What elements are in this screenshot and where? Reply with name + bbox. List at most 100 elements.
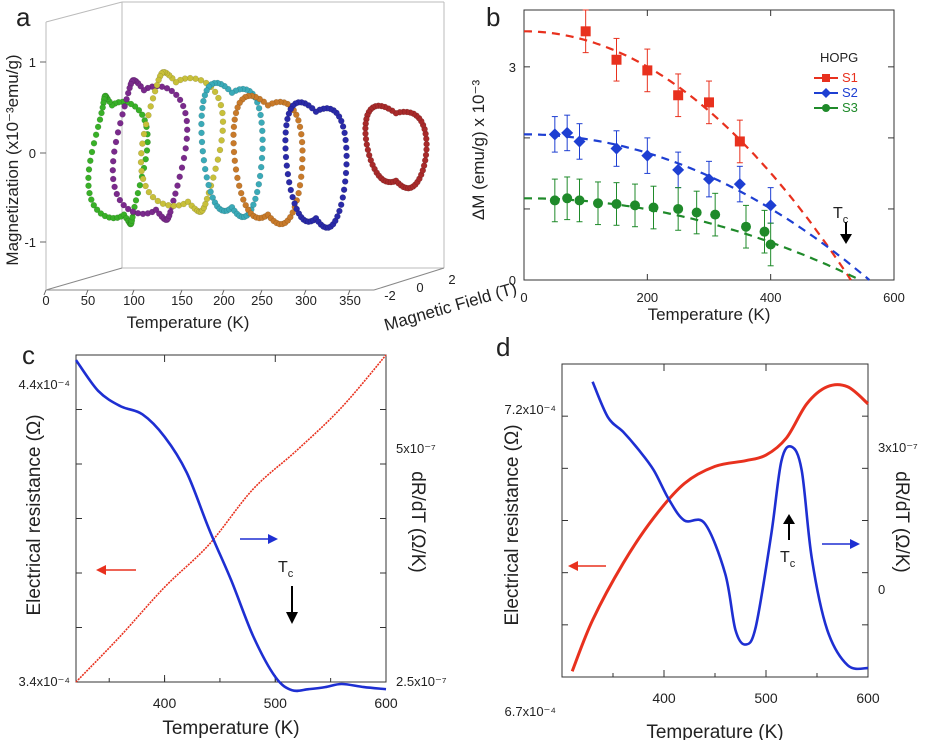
panel-a-x-tick-label: 200: [213, 293, 235, 308]
panel-a-loop-point: [298, 130, 305, 138]
panel-a-loop-point: [132, 197, 140, 204]
panel-a-x-tick-label: 50: [81, 293, 95, 308]
panel-a-loop-point: [295, 117, 302, 124]
panel-a-x-ticks: 0 50 100 150 200 250 300 350: [42, 289, 361, 308]
panel-b-point: [733, 178, 746, 191]
panel-a-loop-3: [137, 68, 227, 216]
panel-a-loop-point: [154, 197, 162, 205]
panel-b-legend-marker: [822, 74, 830, 82]
panel-a-loop-point: [203, 195, 211, 203]
panel-a-loop-point: [87, 157, 94, 165]
panel-a-loop-point: [200, 97, 207, 105]
panel-b-point: [630, 200, 640, 211]
panel-a-loop-point: [250, 201, 257, 208]
panel-a-loop-point: [286, 179, 293, 186]
panel-b-series-S1: [580, 9, 745, 164]
panel-a-loop-point: [341, 129, 348, 137]
panel-a-loop-point: [112, 138, 120, 146]
panel-a-loop-point: [183, 135, 191, 143]
panel-b-point: [548, 128, 561, 141]
panel-a-loop-point: [219, 127, 226, 135]
panel-a-loop-point: [198, 112, 205, 119]
panel-a-loop-point: [240, 196, 247, 203]
panel-b-point: [610, 142, 623, 155]
panel-a-loop-point: [207, 188, 214, 196]
panel-c-lines: [74, 354, 387, 693]
panel-a-loop-point: [362, 135, 370, 143]
panel-a-loop-point: [298, 173, 305, 180]
panel-a-loop-point: [88, 196, 95, 203]
panel-a-loop-point: [111, 148, 118, 155]
panel-d-y-label: Electrical resistance (Ω): [502, 424, 523, 625]
panel-a-loop-point: [201, 92, 209, 99]
panel-a-loop-point: [258, 154, 266, 162]
panel-a-loop-point: [231, 116, 238, 123]
panel-a-loop-point: [85, 174, 92, 182]
panel-b-point: [593, 198, 603, 209]
panel-a-loop-point: [203, 174, 211, 181]
panel-a-loop-point: [86, 189, 93, 197]
panel-c-y2-tick-label: 2.5x10⁻⁷: [396, 674, 447, 689]
panel-a-loop-point: [145, 188, 153, 196]
panel-b-series-S3: [549, 176, 776, 267]
panel-a-y-tick-label: 0: [29, 146, 36, 161]
panel-a-x-tick-mark: [347, 289, 351, 296]
panel-a-loop-point: [343, 161, 350, 168]
panel-a-loop-point: [289, 209, 296, 216]
panel-a-loop-point: [340, 186, 348, 193]
panel-a-loop-point: [284, 170, 292, 178]
panel-a-loop-point: [230, 140, 237, 147]
panel-a-loop-2: [109, 76, 191, 224]
panel-a-z-tick-label: 2: [448, 272, 455, 287]
panel-a-loop-point: [252, 195, 259, 203]
panel-a-loop-point: [197, 77, 205, 84]
panel-b-y-tick-label: 0: [509, 273, 516, 288]
panel-a-loop-point: [312, 108, 320, 115]
panel-c-tc-label: Tc: [278, 559, 294, 580]
panel-b-fit-S3: [524, 197, 861, 281]
panel-a-loop-point: [264, 102, 272, 109]
panel-a-z-label: Magnetic Field (T): [382, 279, 519, 335]
panel-b-legend-label: S3: [842, 100, 858, 115]
panel-a-loop-point: [293, 111, 300, 119]
panel-a-loop-point: [201, 165, 209, 173]
panel-a-loop-point: [422, 151, 430, 159]
panel-a-loop-point: [139, 175, 147, 183]
panel-a-loop-6: [282, 99, 350, 231]
panel-b-tc-arrow-head: [840, 234, 852, 244]
panel-a-loop-point: [94, 123, 102, 131]
panel-a-loop-point: [120, 201, 127, 209]
panel-a-loop-point: [285, 110, 293, 117]
panel-b-point: [691, 207, 702, 218]
panel-b-legend-label: S2: [842, 85, 858, 100]
panel-c-y2-label: dR/dT (Ω/K): [407, 471, 428, 573]
panel-a-loop-point: [256, 172, 264, 180]
panel-a-loop-point: [151, 87, 159, 95]
panel-d-tc-label: Tc: [780, 549, 796, 570]
panel-a-loop-point: [168, 87, 176, 95]
panel-a-loop-point: [124, 89, 132, 97]
panel-a-loop-point: [210, 174, 217, 181]
panel-a-loop-point: [289, 193, 296, 201]
panel-a-x-tick-label: 100: [123, 293, 145, 308]
panel-a-x-tick-label: 250: [251, 293, 273, 308]
panel-b-point: [549, 195, 560, 206]
panel-c-right-arrow: [240, 534, 278, 544]
panel-b-point: [673, 90, 684, 101]
panel-a-loop-point: [283, 162, 290, 169]
panel-a-y-tick-label: -1: [24, 235, 36, 250]
panel-b-series-S2: [548, 114, 777, 224]
panel-b-point: [573, 135, 586, 148]
panel-a-letter: a: [16, 2, 31, 32]
panel-a-loop-point: [159, 200, 167, 207]
panel-d-y-tick-label: 6.7x10⁻⁴: [505, 704, 556, 719]
panel-a-loop-point: [342, 169, 350, 177]
panel-c-ticks: 400 500 600 4.4x10⁻⁴ 3.4x10⁻⁴ 5x10⁻⁷ 2.5x10⁻⁷: [19, 354, 447, 711]
panel-a-x-tick-mark: [85, 289, 89, 296]
panel-c-y-label: Electrical resistance (Ω): [24, 414, 45, 615]
panel-a-loop-point: [362, 130, 369, 137]
panel-c-tc-annotation: Tc: [278, 559, 298, 624]
panel-a-loop-point: [172, 190, 179, 197]
panel-a-x-tick-label: 0: [42, 293, 49, 308]
